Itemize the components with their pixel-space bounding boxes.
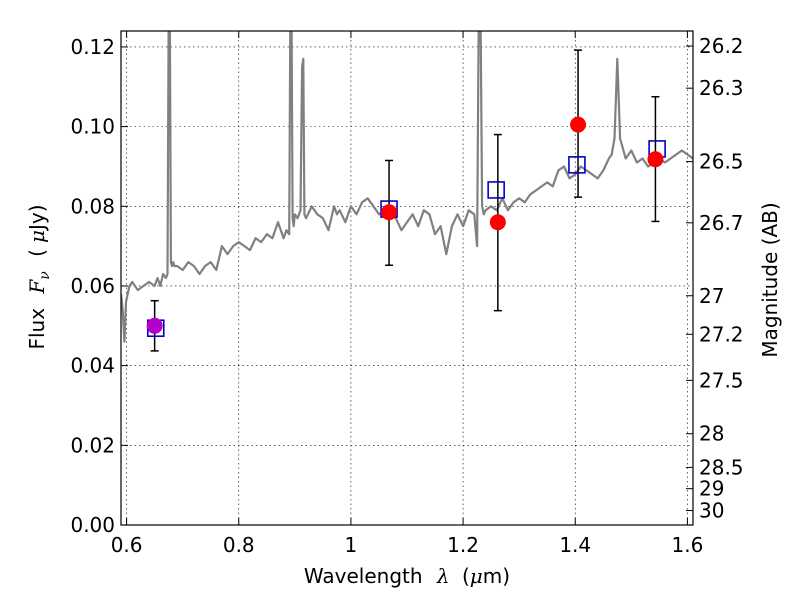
x-tick-label: 1.4 — [559, 533, 591, 557]
ticks: 0.6 0.8 1 1.2 1.4 1.6 0.00 0.02 0.04 0.06 0.08 0.10… — [70, 31, 744, 557]
y-tick-label: 0.12 — [70, 35, 115, 59]
plot-background — [121, 31, 693, 525]
model-square-marker — [568, 156, 586, 174]
x-axis-label-unit-open: ( — [462, 564, 470, 588]
y-axis-label-unit-mu: μ — [25, 230, 49, 243]
y-axis-label-symbol: F — [25, 279, 49, 295]
x-axis-label-unit-mu: μ — [470, 564, 483, 588]
x-axis-label: Wavelength λ (μm) — [304, 564, 510, 588]
x-tick-label: 1 — [345, 533, 358, 557]
y-axis-label-subscript: ν — [37, 271, 53, 280]
y-tick-label: 0.02 — [70, 433, 115, 457]
x-axis-label-symbol: λ — [436, 564, 450, 588]
y-tick-label: 0.06 — [70, 274, 115, 298]
data-layer — [121, 31, 693, 343]
x-axis-label-prefix: Wavelength — [304, 564, 423, 588]
y-axis-label: Flux Fν ( μJy) — [25, 204, 54, 349]
mag-tick-label: 27.2 — [699, 322, 744, 346]
y-axis-label-unit-rest: Jy) — [25, 204, 49, 232]
y-tick-label: 0.04 — [70, 354, 115, 378]
x-tick-label: 1.6 — [671, 533, 703, 557]
photometry-point — [647, 151, 664, 168]
y-tick-label: 0.00 — [70, 513, 115, 537]
mag-tick-label: 27.5 — [699, 368, 744, 392]
mag-tick-label: 29 — [699, 477, 724, 501]
x-tick-label: 1.2 — [447, 533, 479, 557]
x-tick-label: 0.6 — [111, 533, 143, 557]
x-tick-label: 0.8 — [223, 533, 255, 557]
mag-tick-label: 28.5 — [699, 455, 744, 479]
spectrum-line — [121, 31, 693, 343]
photometry-point — [146, 317, 163, 334]
mag-tick-label: 28 — [699, 422, 724, 446]
marker-layer — [146, 49, 666, 352]
mag-tick-label: 27 — [699, 284, 724, 308]
model-square-marker — [487, 181, 505, 199]
photometry-point — [570, 116, 587, 133]
x-axis-label-unit-rest: m) — [483, 564, 510, 588]
mag-tick-label: 26.7 — [699, 211, 744, 235]
y-axis-label-unit-open: ( — [25, 249, 49, 257]
y-axis-label-prefix: Flux — [25, 308, 49, 350]
photometry-point — [381, 204, 398, 221]
y2-axis-label: Magnitude (AB) — [758, 202, 782, 357]
plot-frame — [120, 30, 694, 526]
mag-tick-label: 26.5 — [699, 150, 744, 174]
photometry-point — [489, 214, 506, 231]
y-tick-label: 0.10 — [70, 115, 115, 139]
mag-tick-label: 30 — [699, 499, 724, 523]
mag-tick-label: 26.2 — [699, 34, 744, 58]
mag-tick-label: 26.3 — [699, 76, 744, 100]
y-tick-label: 0.08 — [70, 194, 115, 218]
